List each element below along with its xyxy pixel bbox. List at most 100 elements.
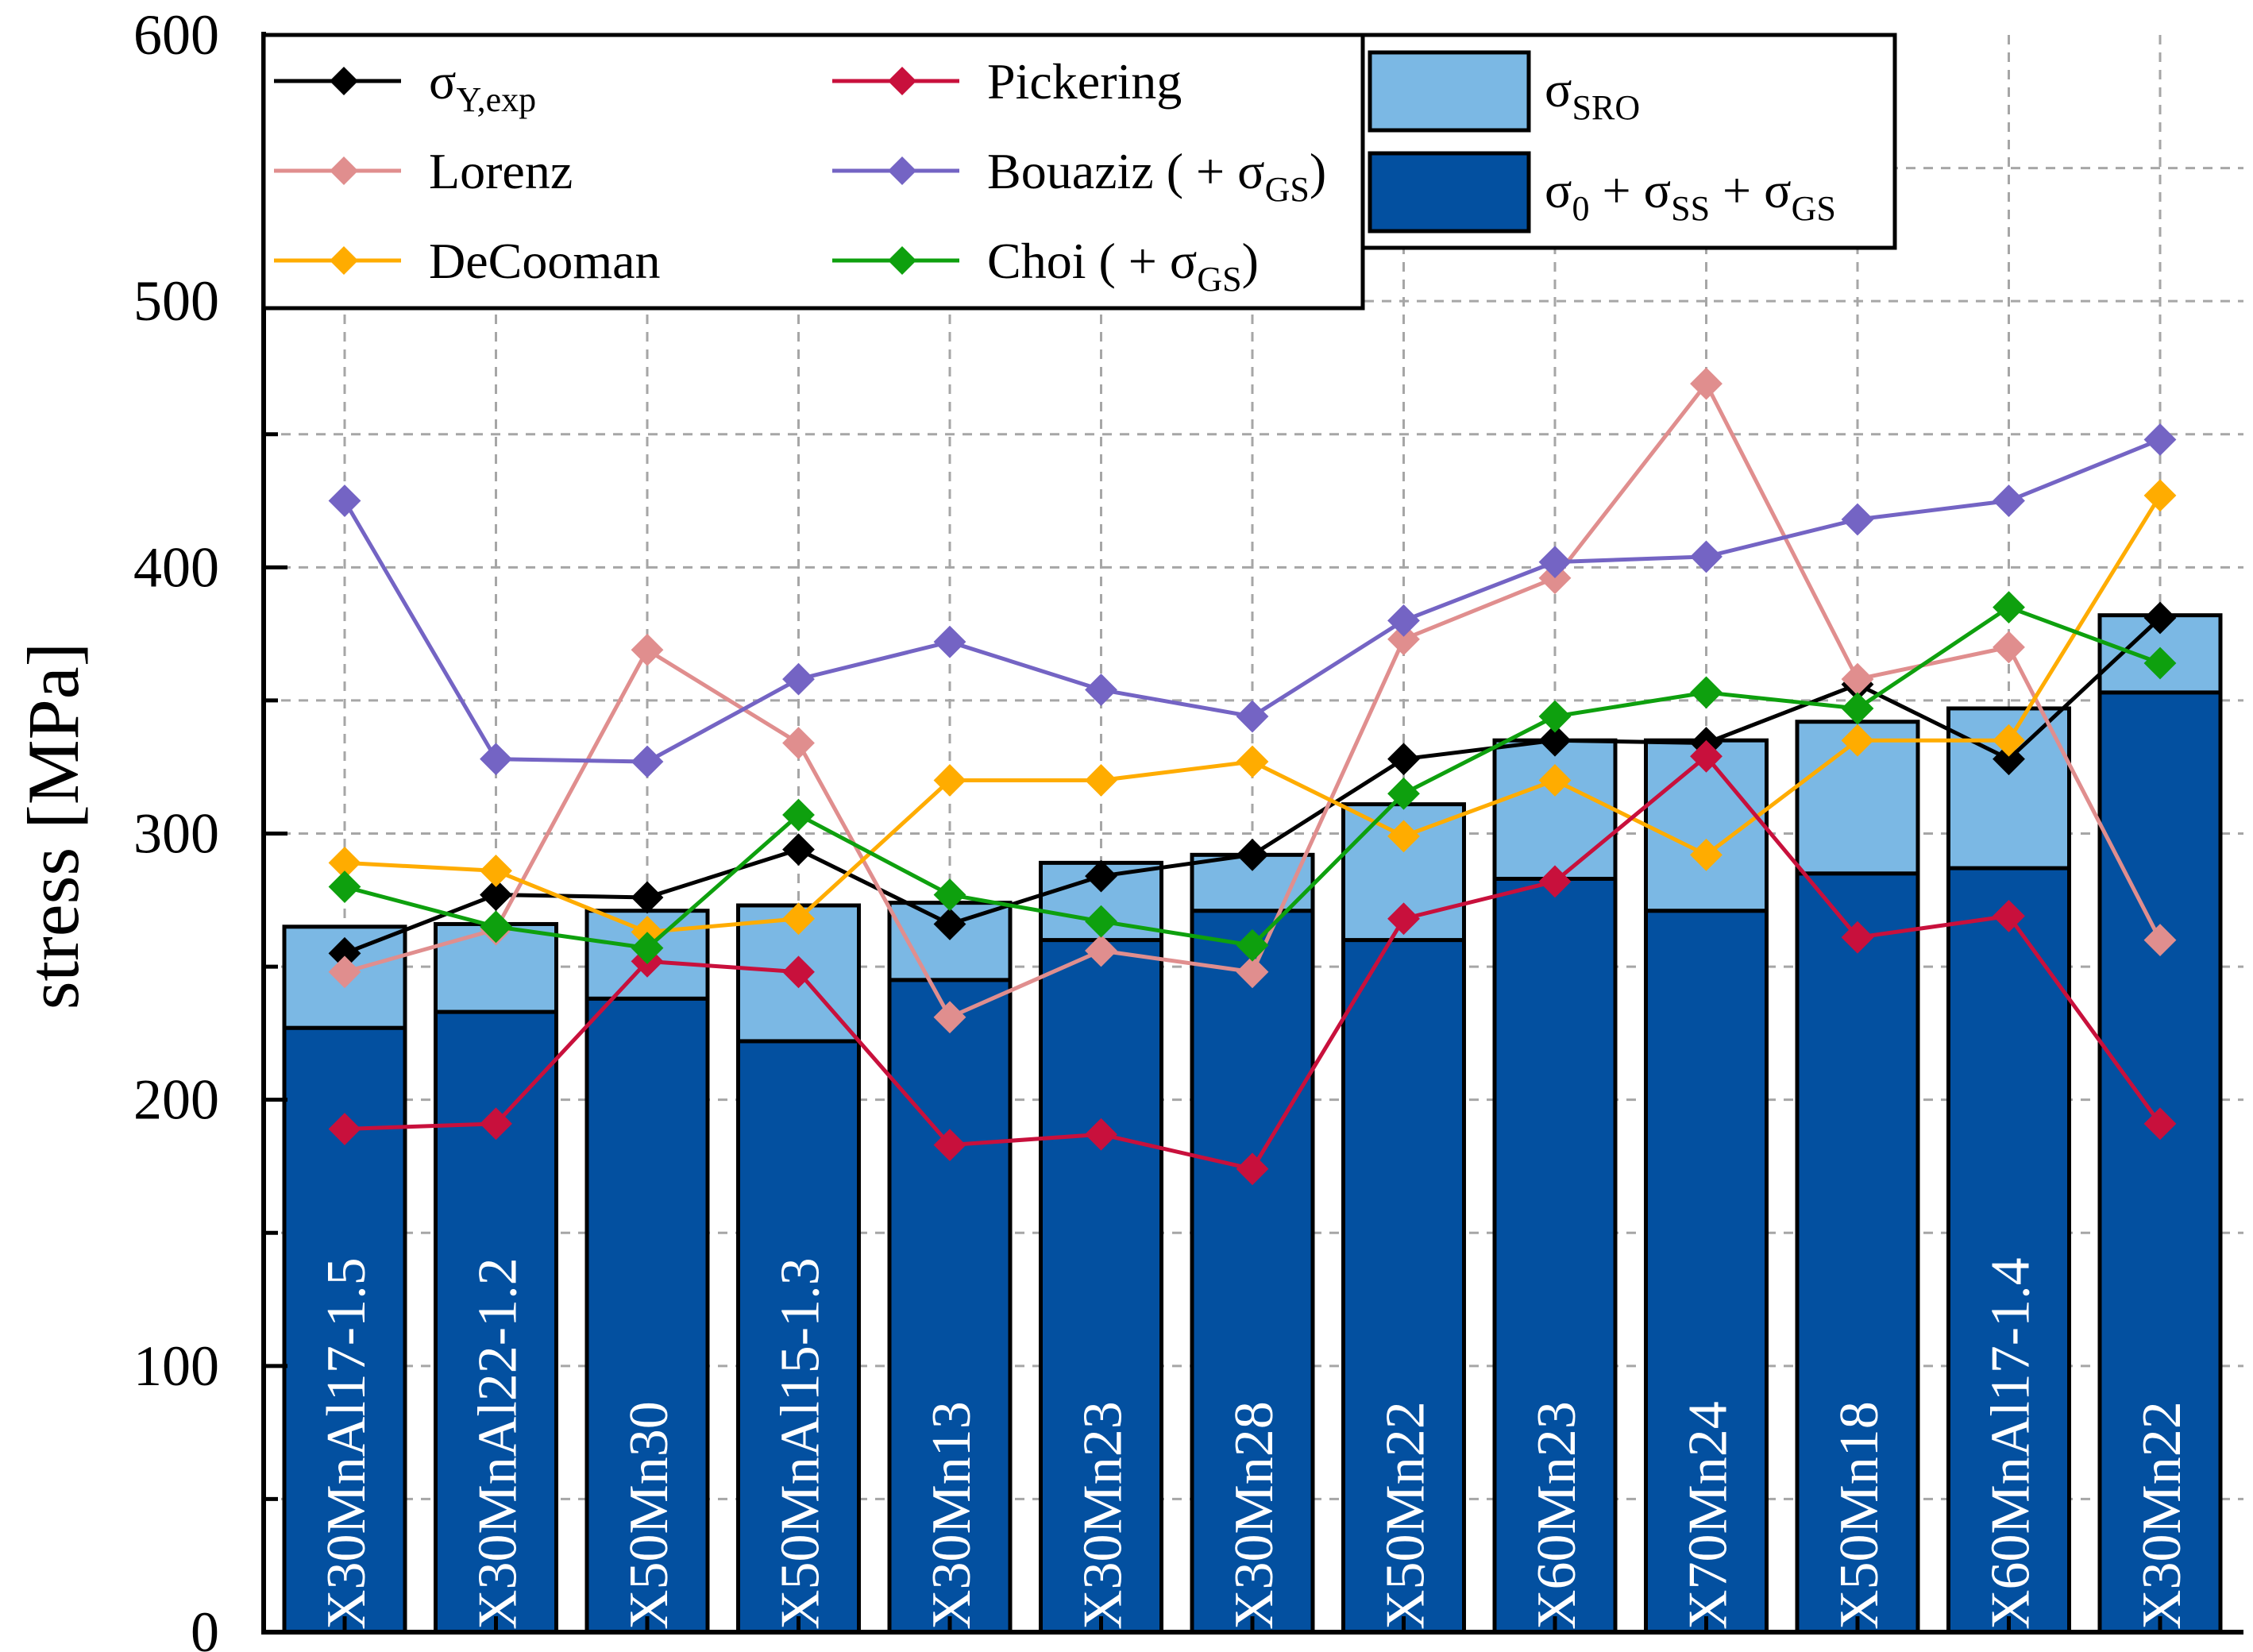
category-label: X50Mn22 xyxy=(1375,1401,1437,1630)
category-label: X50MnAl15-1.3 xyxy=(770,1257,831,1630)
legend-swatch-sro xyxy=(1368,50,1531,133)
marker-lorenz xyxy=(1236,955,1269,989)
legend-label-exp: σY,exp​ xyxy=(429,53,536,119)
legend-label-base: σ0​ + σSS​ + σGS​ xyxy=(1545,162,1836,228)
marker-choi xyxy=(1236,928,1269,962)
category-label: X60MnAl17-1.4 xyxy=(1981,1257,2042,1630)
marker-exp xyxy=(1387,743,1420,776)
marker-pickering xyxy=(933,1129,966,1162)
category-label: X50Mn30 xyxy=(619,1401,680,1630)
marker-choi xyxy=(1538,700,1572,733)
marker-exp xyxy=(1993,743,2025,776)
y-tick-label: 0 xyxy=(191,1600,219,1652)
legend-marker-lorenz xyxy=(330,156,358,185)
marker-lorenz xyxy=(2143,924,2177,956)
category-label: X30Mn23 xyxy=(1073,1401,1134,1630)
category-label: X50Mn18 xyxy=(1829,1401,1890,1630)
marker-decooman xyxy=(1841,724,1874,757)
y-tick-label: 200 xyxy=(133,1068,219,1132)
marker-bouaziz xyxy=(933,625,966,658)
marker-bouaziz xyxy=(480,743,512,776)
marker-pickering xyxy=(782,955,815,989)
marker-pickering xyxy=(1841,921,1874,954)
bar-sro xyxy=(1492,738,1618,881)
y-tick-label: 400 xyxy=(133,535,219,599)
bar-base xyxy=(1492,876,1618,1635)
marker-pickering xyxy=(1538,865,1572,898)
marker-decooman xyxy=(782,902,815,936)
marker-choi xyxy=(1387,777,1420,810)
category-label: X30MnAl22-1.2 xyxy=(468,1257,529,1630)
legend-swatch-base xyxy=(1368,151,1531,234)
marker-exp xyxy=(1236,838,1269,871)
marker-decooman xyxy=(933,764,966,797)
marker-pickering xyxy=(480,1107,512,1141)
y-tick-label: 300 xyxy=(133,802,219,866)
bars xyxy=(282,613,2223,1635)
marker-bouaziz xyxy=(782,662,815,696)
legend-label-decooman: DeCooman xyxy=(429,233,661,289)
legend-label-sro: σSRO​ xyxy=(1545,61,1640,127)
marker-pickering xyxy=(2143,1107,2177,1141)
category-label: X30MnAl17-1.5 xyxy=(316,1257,377,1630)
marker-choi xyxy=(1690,676,1723,709)
legend-marker-exp xyxy=(330,67,358,95)
marker-choi xyxy=(1841,692,1874,725)
marker-choi xyxy=(631,932,664,965)
axes: 0 100 200 300 400 500 600 xyxy=(133,3,2243,1652)
bar-base xyxy=(1039,938,1163,1635)
marker-lorenz xyxy=(933,1001,966,1034)
marker-decooman xyxy=(1236,745,1269,778)
category-label: X30Mn28 xyxy=(1224,1401,1285,1630)
marker-choi xyxy=(782,798,815,832)
bar-base xyxy=(2097,690,2223,1635)
category-label: X60Mn23 xyxy=(1526,1401,1588,1630)
marker-pickering xyxy=(328,1113,361,1145)
marker-decooman xyxy=(1993,724,2025,757)
marker-decooman xyxy=(1538,764,1572,797)
bar-base xyxy=(1644,909,1769,1635)
marker-exp xyxy=(933,908,966,940)
marker-choi xyxy=(1085,905,1117,938)
category-label: X30Mn22 xyxy=(2131,1401,2193,1630)
marker-lorenz xyxy=(328,955,361,989)
legend-bars: σSRO​ σ0​ + σSS​ + σGS​ xyxy=(1360,33,1897,250)
category-labels: X30MnAl17-1.5 X30MnAl22-1.2 X50Mn30 X50MnAl… xyxy=(316,1257,2193,1630)
marker-lorenz xyxy=(782,727,815,759)
marker-bouaziz xyxy=(1690,540,1723,573)
marker-bouaziz xyxy=(1085,674,1117,706)
marker-decooman xyxy=(480,855,512,887)
marker-choi xyxy=(1993,591,2025,624)
bar-base xyxy=(887,978,1013,1635)
marker-lorenz xyxy=(1387,623,1420,656)
marker-bouaziz xyxy=(631,745,664,778)
legend-label-lorenz: Lorenz xyxy=(429,143,573,199)
marker-choi xyxy=(2143,647,2177,680)
marker-exp xyxy=(2143,601,2177,635)
marker-lorenz xyxy=(631,633,664,666)
legend-label-pickering: Pickering xyxy=(987,53,1182,110)
marker-bouaziz xyxy=(328,484,361,517)
marker-exp xyxy=(631,881,664,914)
marker-exp xyxy=(1538,724,1572,757)
marker-lorenz xyxy=(1690,367,1723,400)
marker-exp xyxy=(1085,859,1117,893)
marker-bouaziz xyxy=(1538,546,1572,579)
marker-bouaziz xyxy=(1841,503,1874,536)
data-lines xyxy=(328,367,2177,1186)
legend-label-bouaziz: Bouaziz ( + σGS​) xyxy=(987,143,1326,209)
marker-decooman xyxy=(1085,764,1117,797)
y-axis-label: stress [MPa] xyxy=(13,643,94,1010)
legend-marker-pickering xyxy=(888,67,916,95)
marker-lorenz xyxy=(1085,934,1117,967)
marker-choi xyxy=(480,910,512,944)
y-tick-label: 100 xyxy=(133,1334,219,1398)
marker-pickering xyxy=(1690,739,1723,773)
bar-base xyxy=(736,1039,861,1635)
marker-choi xyxy=(328,870,361,903)
marker-pickering xyxy=(1993,899,2025,932)
marker-decooman xyxy=(2143,479,2177,512)
marker-bouaziz xyxy=(1387,604,1420,637)
legend-lines: σY,exp​ Pickering Lorenz Bouaziz ( + σGS​) D… xyxy=(261,33,1365,311)
